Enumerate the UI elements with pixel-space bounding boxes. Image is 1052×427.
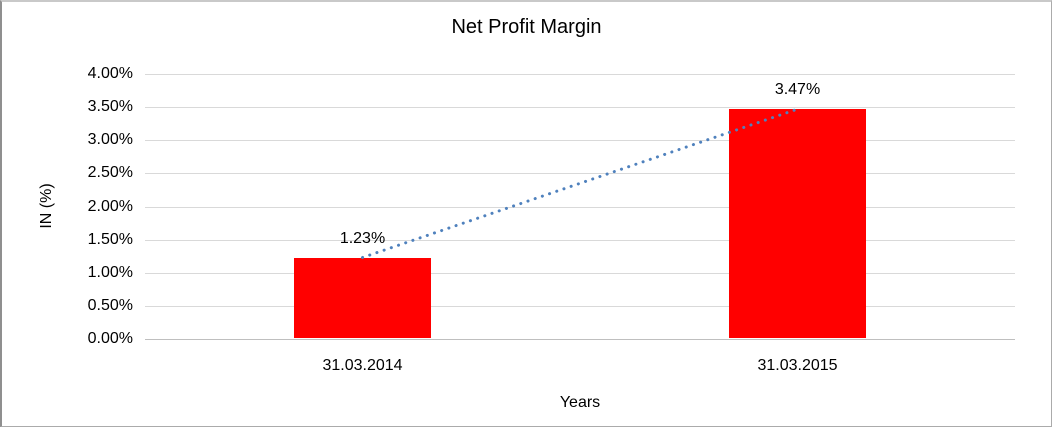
- gridline: [145, 173, 1015, 175]
- gridline: [145, 272, 1015, 274]
- gridline: [145, 74, 1015, 75]
- y-tick-label: 3.00%: [87, 131, 133, 149]
- x-axis-line: [145, 339, 1015, 340]
- y-tick-label: 0.50%: [87, 296, 133, 314]
- gridline: [145, 140, 1015, 142]
- x-tick-label: 31.03.2015: [757, 357, 838, 374]
- x-axis-title: Years: [559, 394, 601, 411]
- y-tick-label: 2.50%: [87, 164, 133, 182]
- bar-31.03.2015: [729, 109, 866, 338]
- bar-31.03.2014: [294, 257, 431, 338]
- gridline: [145, 107, 1015, 109]
- gridline: [145, 239, 1015, 241]
- gridline: [145, 206, 1015, 208]
- gridline: [145, 305, 1015, 307]
- y-tick-label: 1.50%: [87, 230, 133, 248]
- x-tick-label: 31.03.2014: [322, 357, 403, 374]
- data-label: 1.23%: [339, 229, 386, 247]
- chart-title: Net Profit Margin: [451, 16, 602, 38]
- y-tick-label: 3.50%: [87, 98, 133, 116]
- data-label: 3.47%: [774, 81, 821, 99]
- y-tick-label: 2.00%: [87, 197, 133, 215]
- y-tick-label: 0.00%: [87, 330, 133, 347]
- y-tick-label: 4.00%: [87, 65, 133, 82]
- y-tick-label: 1.00%: [87, 263, 133, 281]
